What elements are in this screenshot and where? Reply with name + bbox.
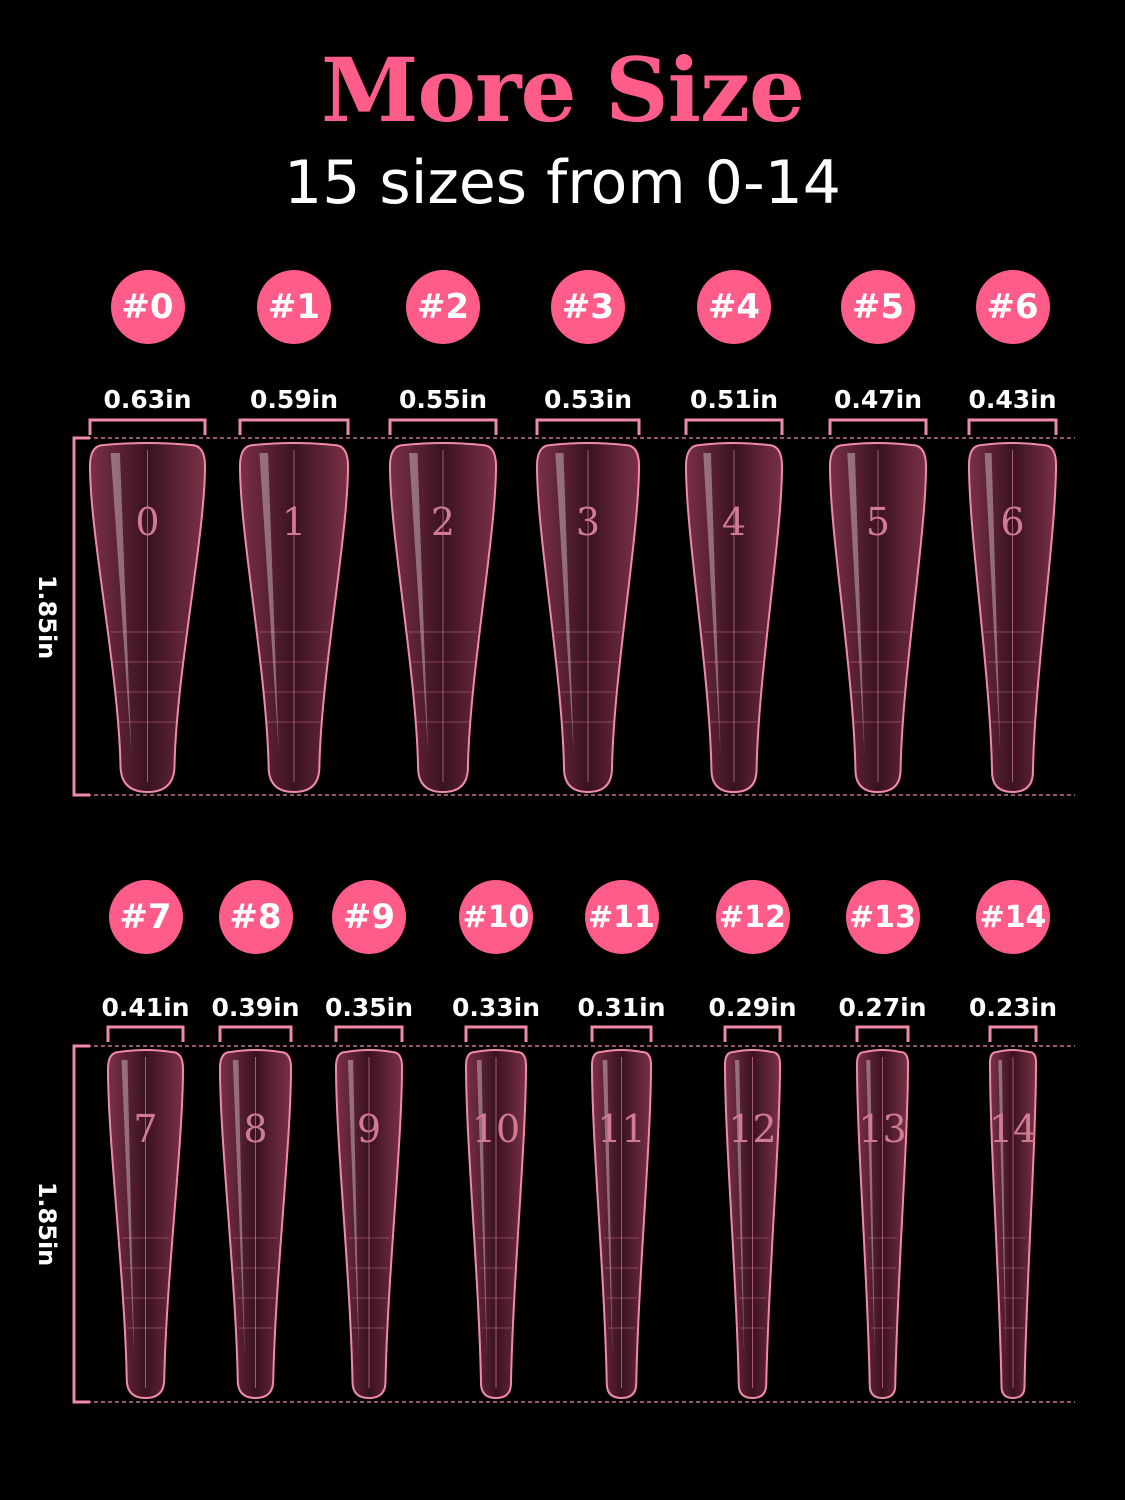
size-badge: #13 xyxy=(845,880,920,954)
length-bracket xyxy=(72,436,90,797)
size-badge: #14 xyxy=(976,880,1050,954)
width-label: 0.41in xyxy=(101,993,190,1022)
size-badge: #12 xyxy=(715,880,790,954)
width-bracket xyxy=(106,1025,185,1042)
size-badge: #9 xyxy=(332,880,406,954)
nail-highlight xyxy=(110,453,132,752)
nail-number: 6 xyxy=(1000,500,1024,544)
nail-highlight xyxy=(259,453,279,752)
width-label: 0.59in xyxy=(249,385,339,414)
length-label: 1.85in xyxy=(33,574,61,659)
nail-highlight xyxy=(847,453,865,752)
nail-number: 8 xyxy=(243,1107,267,1151)
size-badge: #0 xyxy=(110,270,185,344)
nail-highlight xyxy=(703,453,721,752)
size-badge: #10 xyxy=(459,880,533,954)
width-label: 0.23in xyxy=(968,993,1058,1022)
size-badge: #5 xyxy=(841,270,915,344)
width-label: 0.55in xyxy=(398,385,488,414)
width-bracket xyxy=(334,1025,404,1042)
size-badge: #1 xyxy=(257,270,331,344)
nail-highlight xyxy=(476,1060,487,1358)
width-label: 0.31in xyxy=(577,993,666,1022)
nail-number: 14 xyxy=(989,1107,1037,1151)
nail-number: 7 xyxy=(133,1107,157,1151)
nail-number: 12 xyxy=(728,1107,776,1151)
nail-highlight xyxy=(998,1060,1007,1358)
nail-highlight xyxy=(602,1060,613,1358)
nail-highlight xyxy=(409,453,429,752)
size-badge: #2 xyxy=(406,270,480,344)
width-label: 0.29in xyxy=(708,993,797,1022)
width-bracket xyxy=(988,1025,1038,1042)
width-bracket xyxy=(684,418,784,435)
width-bracket xyxy=(464,1025,528,1042)
width-bracket xyxy=(967,418,1058,435)
nail-number: 3 xyxy=(576,500,600,544)
nail-number: 4 xyxy=(722,500,746,544)
width-label: 0.47in xyxy=(833,385,923,414)
nail-number: 1 xyxy=(282,500,306,544)
width-bracket xyxy=(238,418,350,435)
width-bracket xyxy=(590,1025,653,1042)
size-badge: #3 xyxy=(551,270,625,344)
width-bracket xyxy=(855,1025,910,1042)
width-label: 0.43in xyxy=(968,385,1057,414)
width-bracket xyxy=(88,418,207,435)
size-badge: #8 xyxy=(218,880,293,954)
width-label: 0.53in xyxy=(543,385,633,414)
width-label: 0.51in xyxy=(689,385,779,414)
subtitle: 15 sizes from 0-14 xyxy=(284,148,841,218)
nail-highlight xyxy=(121,1060,135,1358)
nail-highlight xyxy=(347,1060,360,1358)
nail-number: 5 xyxy=(866,500,890,544)
size-badge: #4 xyxy=(697,270,771,344)
title: More Size xyxy=(320,38,805,142)
length-label: 1.85in xyxy=(33,1181,61,1267)
nail-highlight xyxy=(232,1060,245,1358)
size-badge: #11 xyxy=(584,880,659,954)
width-bracket xyxy=(535,418,641,435)
nail-highlight xyxy=(866,1060,875,1358)
width-bracket xyxy=(723,1025,782,1042)
width-label: 0.63in xyxy=(103,385,192,414)
nail-number: 11 xyxy=(597,1107,645,1151)
nail-number: 0 xyxy=(135,500,159,544)
width-label: 0.35in xyxy=(324,993,414,1022)
size-badge: #7 xyxy=(108,880,183,954)
nail-number: 10 xyxy=(472,1107,520,1151)
nail-number: 9 xyxy=(357,1107,381,1151)
nail-highlight xyxy=(984,453,1001,752)
nail-highlight xyxy=(555,453,574,752)
width-bracket xyxy=(828,418,928,435)
nail-highlight xyxy=(734,1060,745,1358)
width-label: 0.33in xyxy=(451,993,541,1022)
length-bracket xyxy=(72,1044,90,1404)
width-bracket xyxy=(218,1025,293,1042)
nail-number: 2 xyxy=(431,500,455,544)
width-bracket xyxy=(388,418,498,435)
width-label: 0.39in xyxy=(211,993,300,1022)
width-label: 0.27in xyxy=(838,993,927,1022)
nail-number: 13 xyxy=(858,1107,906,1151)
size-badge: #6 xyxy=(975,270,1050,344)
